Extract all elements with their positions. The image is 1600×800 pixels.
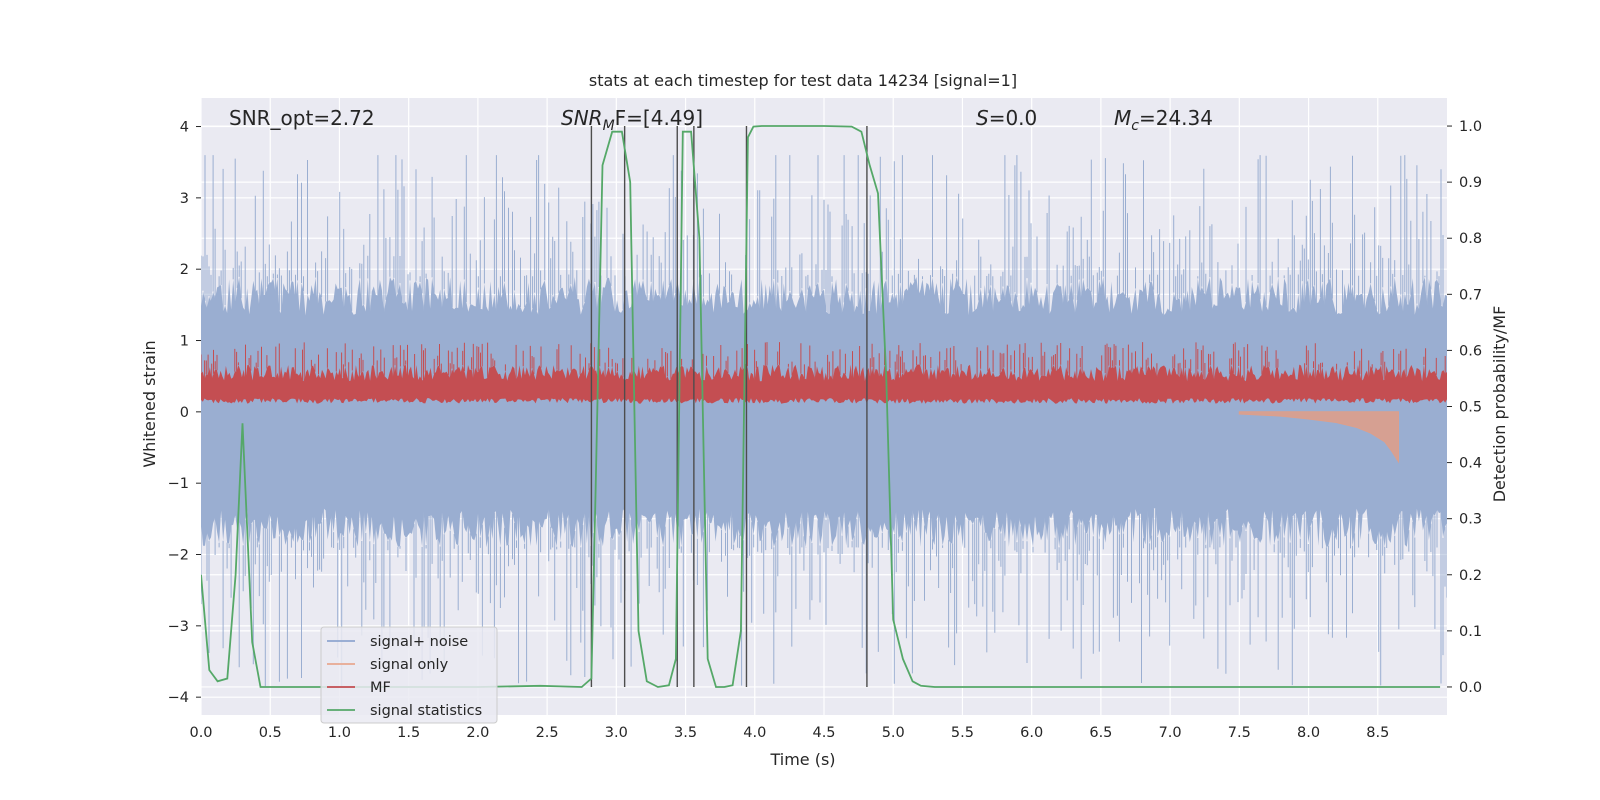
- snr-mf-value: F=[4.49]: [615, 106, 703, 130]
- y-tick-label: −1: [168, 476, 189, 492]
- y-tick-label: 0: [180, 405, 189, 421]
- plot-series: [201, 125, 1447, 688]
- signal-statistics-series: [201, 125, 1441, 688]
- y-right-tick-label: 0.4: [1459, 456, 1482, 472]
- legend: signal+ noise signal only MF signal stat…: [320, 626, 498, 724]
- x-tick-label: 0.5: [259, 725, 282, 741]
- x-axis: 0.0 0.5 1.0 1.5 2.0 2.5 3.0 3.5 4.0 4.5 5.0 5.5 6.0 6…: [189, 725, 1389, 741]
- s-value: =0.0: [989, 106, 1038, 130]
- legend-box: [320, 626, 498, 724]
- mc-value: =24.34: [1139, 106, 1213, 130]
- x-tick-label: 8.0: [1297, 725, 1320, 741]
- y-right-tick-label: 0.6: [1459, 343, 1482, 359]
- legend-label-mf: MF: [370, 680, 391, 696]
- mf-spikes: [201, 342, 1446, 382]
- chart-title: stats at each timestep for test data 142…: [589, 71, 1017, 90]
- y-axis-label: Whitened strain: [140, 340, 159, 467]
- x-tick-label: 4.0: [743, 725, 766, 741]
- signal-only-series: [1238, 411, 1399, 464]
- legend-label-signal-statistics: signal statistics: [370, 703, 482, 719]
- y-tick-label: −3: [168, 619, 189, 635]
- y-right-tick-label: 1.0: [1459, 119, 1482, 135]
- y-right-tick-label: 0.5: [1459, 400, 1482, 416]
- signal-noise-series: [201, 276, 1447, 548]
- snr-mf-subscript: M: [603, 118, 615, 134]
- y-right-tick-label: 0.8: [1459, 231, 1482, 247]
- x-tick-label: 0.0: [189, 725, 212, 741]
- y-right-tick-label: 0.0: [1459, 680, 1482, 696]
- y-tick-label: 3: [180, 191, 189, 207]
- y-tick-label: 4: [180, 120, 189, 136]
- legend-label-signal-only: signal only: [370, 657, 449, 673]
- x-tick-label: 7.5: [1228, 725, 1251, 741]
- x-tick-label: 8.5: [1366, 725, 1389, 741]
- x-tick-label: 7.0: [1159, 725, 1182, 741]
- y-axis-left: 4 3 2 1 0 −1 −2 −3 −4: [168, 120, 201, 706]
- x-tick-label: 6.5: [1089, 725, 1112, 741]
- x-tick-label: 6.0: [1020, 725, 1043, 741]
- x-tick-label: 5.0: [882, 725, 905, 741]
- x-tick-label: 2.5: [536, 725, 559, 741]
- x-tick-label: 1.0: [328, 725, 351, 741]
- legend-label-signal-noise: signal+ noise: [370, 634, 468, 650]
- mc-subscript: c: [1131, 118, 1139, 134]
- y-right-tick-label: 0.2: [1459, 568, 1482, 584]
- y-tick-label: 2: [180, 262, 189, 278]
- y-right-tick-label: 0.9: [1459, 175, 1482, 191]
- snr-mf-symbol: SNR: [561, 106, 603, 130]
- mc-annotation: Mc=24.34: [1114, 106, 1213, 134]
- y-axis-right: 1.0 0.9 0.8 0.7 0.6 0.5 0.4 0.3 0.2 0.1 0.0: [1447, 119, 1482, 696]
- mc-symbol: M: [1114, 106, 1131, 130]
- x-tick-label: 3.0: [605, 725, 628, 741]
- y-right-tick-label: 0.1: [1459, 624, 1482, 640]
- x-tick-label: 4.5: [812, 725, 835, 741]
- y-right-tick-label: 0.3: [1459, 512, 1482, 528]
- x-axis-label: Time (s): [769, 750, 835, 769]
- y-tick-label: −2: [168, 548, 189, 564]
- y-axis-right-label: Detection probability/MF: [1490, 306, 1509, 503]
- mf-series: [201, 364, 1447, 404]
- x-tick-label: 3.5: [674, 725, 697, 741]
- snr-opt-annotation: SNR_opt=2.72: [229, 106, 375, 130]
- s-symbol: S: [976, 106, 989, 130]
- signal-noise-spikes: [201, 155, 1447, 687]
- y-tick-label: −4: [168, 690, 189, 706]
- y-tick-label: 1: [180, 334, 189, 350]
- x-tick-label: 1.5: [397, 725, 420, 741]
- y-right-tick-label: 0.7: [1459, 287, 1482, 303]
- snr-mf-annotation: SNRMF=[4.49]: [561, 106, 703, 134]
- x-tick-label: 2.0: [466, 725, 489, 741]
- x-tick-label: 5.5: [951, 725, 974, 741]
- s-annotation: S=0.0: [976, 106, 1037, 130]
